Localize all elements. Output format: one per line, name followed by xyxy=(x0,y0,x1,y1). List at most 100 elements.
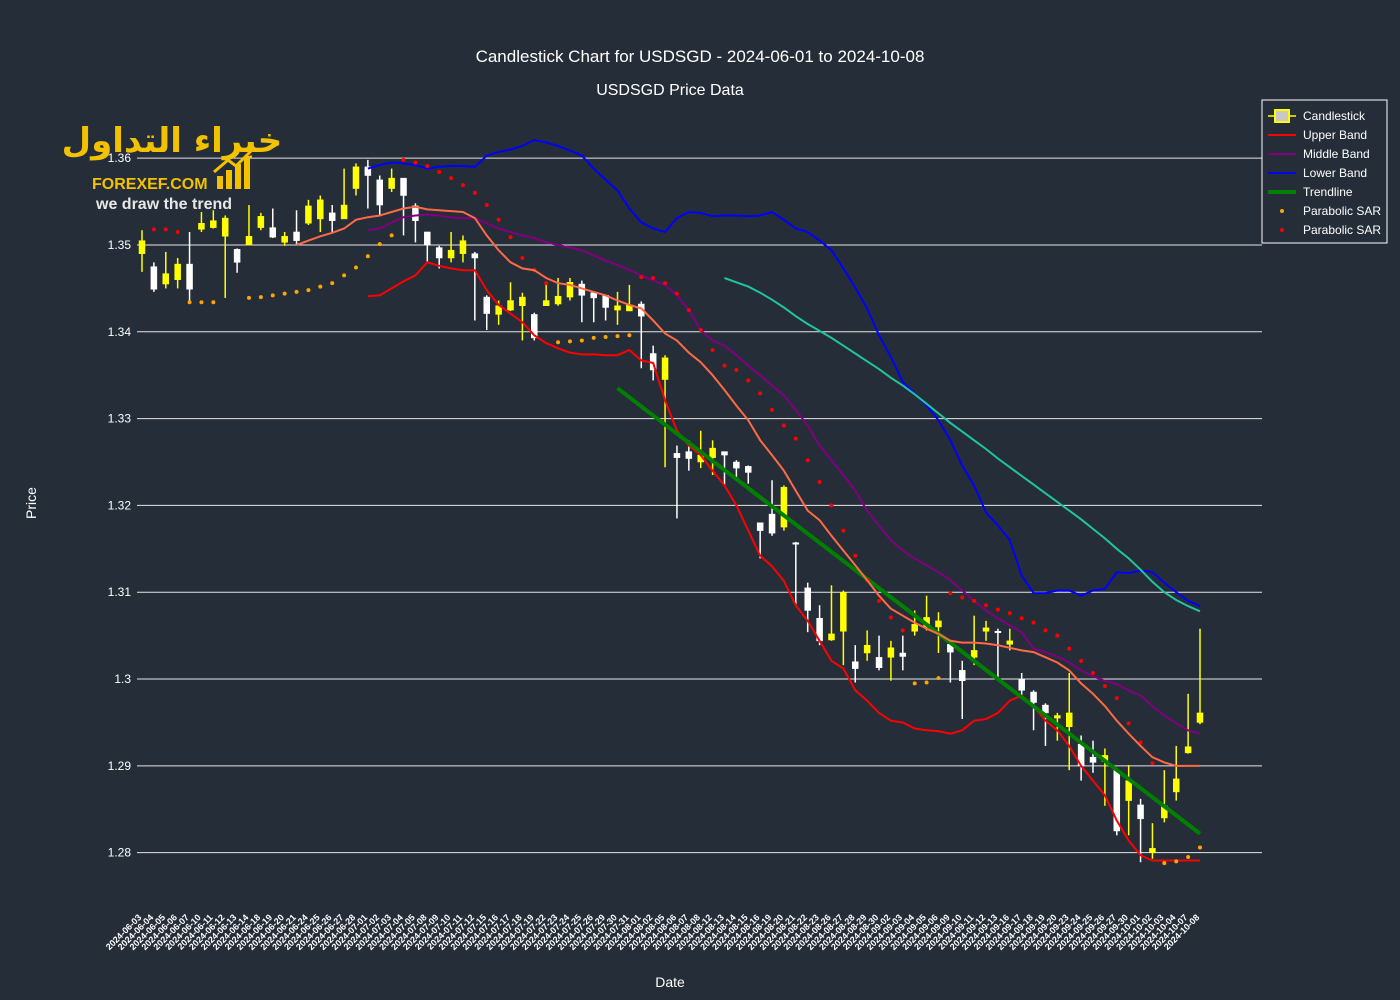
sar-marker xyxy=(639,275,644,280)
candle-body xyxy=(317,199,324,220)
sar-marker xyxy=(770,407,775,412)
sar-marker xyxy=(211,300,216,305)
logo-arabic: خبراء التداول xyxy=(62,121,283,161)
candle-body xyxy=(435,247,443,259)
sar-marker xyxy=(1079,658,1084,663)
series-line xyxy=(367,213,1201,735)
candle-body xyxy=(875,657,883,669)
candle-body xyxy=(1089,756,1097,763)
legend-icon xyxy=(1280,209,1284,213)
sar-marker xyxy=(960,595,965,600)
legend-label: Lower Band xyxy=(1303,166,1367,180)
sar-marker xyxy=(282,291,287,296)
series-line xyxy=(724,277,1201,613)
sar-marker xyxy=(544,281,549,286)
legend-label: Parabolic SAR xyxy=(1303,204,1381,218)
sar-marker xyxy=(805,458,810,463)
sar-marker xyxy=(353,265,358,270)
sar-marker xyxy=(1031,620,1036,625)
candle-body xyxy=(709,447,716,458)
logo-bar xyxy=(217,176,223,189)
candle-body xyxy=(1006,640,1014,645)
candle-body xyxy=(174,263,181,280)
sar-marker xyxy=(294,289,299,294)
candle-body xyxy=(424,231,431,246)
candle-body xyxy=(162,273,170,285)
y-tick-label: 1.3 xyxy=(114,672,131,686)
candle-body xyxy=(1184,746,1192,754)
candle-body xyxy=(1149,848,1156,853)
sar-marker xyxy=(603,335,608,339)
candle-body xyxy=(1018,678,1025,691)
legend-icon xyxy=(1280,228,1284,232)
y-axis-label: Price xyxy=(23,487,39,519)
candle-body xyxy=(804,587,811,611)
sar-marker xyxy=(318,284,323,289)
sar-marker xyxy=(163,227,168,232)
sar-marker xyxy=(258,295,263,300)
sar-marker xyxy=(722,363,727,368)
legend-label: Middle Band xyxy=(1303,147,1370,161)
sar-marker xyxy=(425,163,430,168)
y-tick-label: 1.29 xyxy=(108,759,132,773)
sar-marker xyxy=(829,503,834,508)
candle-body xyxy=(911,624,918,632)
y-tick-label: 1.28 xyxy=(108,846,132,860)
legend-label: Parabolic SAR xyxy=(1303,223,1381,237)
sar-marker xyxy=(579,338,584,343)
candle-body xyxy=(554,295,562,305)
sar-marker xyxy=(175,229,180,234)
legend: Candlestick Upper Band Middle Band Lower Ba… xyxy=(1261,99,1388,244)
sar-marker xyxy=(853,553,858,558)
sar-marker xyxy=(508,235,513,240)
candle-body xyxy=(1065,712,1073,728)
sar-marker xyxy=(270,293,275,298)
sar-marker xyxy=(377,242,382,247)
candle-body xyxy=(673,453,681,458)
y-tick-label: 1.32 xyxy=(108,498,132,512)
sar-marker xyxy=(246,295,251,300)
sar-marker xyxy=(936,676,941,681)
candle-body xyxy=(828,633,835,641)
sar-marker xyxy=(556,340,561,345)
sar-marker xyxy=(1114,696,1119,701)
candle-body xyxy=(364,166,372,176)
candle-body xyxy=(614,305,621,311)
sar-marker xyxy=(972,598,977,603)
candle-body xyxy=(1125,780,1132,801)
logo-site: FOREXEF.COM xyxy=(92,176,208,193)
sar-marker xyxy=(460,183,465,188)
sar-marker xyxy=(1150,761,1155,766)
sar-marker xyxy=(520,256,525,260)
logo-tagline: we draw the trend xyxy=(95,196,232,213)
candle-body xyxy=(340,204,348,220)
candle-body xyxy=(388,177,395,189)
candle-body xyxy=(566,282,574,298)
candle-body xyxy=(269,227,277,238)
candle-body xyxy=(1054,715,1061,719)
candle-body xyxy=(970,650,978,658)
candle-body xyxy=(531,314,538,339)
y-tick-label: 1.35 xyxy=(108,238,132,252)
candle-body xyxy=(733,461,740,469)
sar-marker xyxy=(1162,861,1167,866)
candle-body xyxy=(852,661,859,669)
legend-label: Trendline xyxy=(1303,185,1353,199)
series-line xyxy=(367,261,1200,862)
candle-body xyxy=(768,513,776,534)
candle-body xyxy=(887,647,895,658)
sar-marker xyxy=(698,328,703,333)
sar-marker xyxy=(758,391,763,396)
candle-body xyxy=(1196,712,1204,723)
candle-body xyxy=(661,357,669,380)
sar-marker xyxy=(187,300,192,305)
logo-arrow xyxy=(213,148,254,174)
candle-body xyxy=(281,236,288,243)
sar-marker xyxy=(1055,633,1060,638)
candle-body xyxy=(233,249,241,263)
y-tick-label: 1.36 xyxy=(108,151,132,165)
candle-body xyxy=(780,486,788,528)
sar-marker xyxy=(984,603,989,608)
sar-marker xyxy=(484,203,489,208)
